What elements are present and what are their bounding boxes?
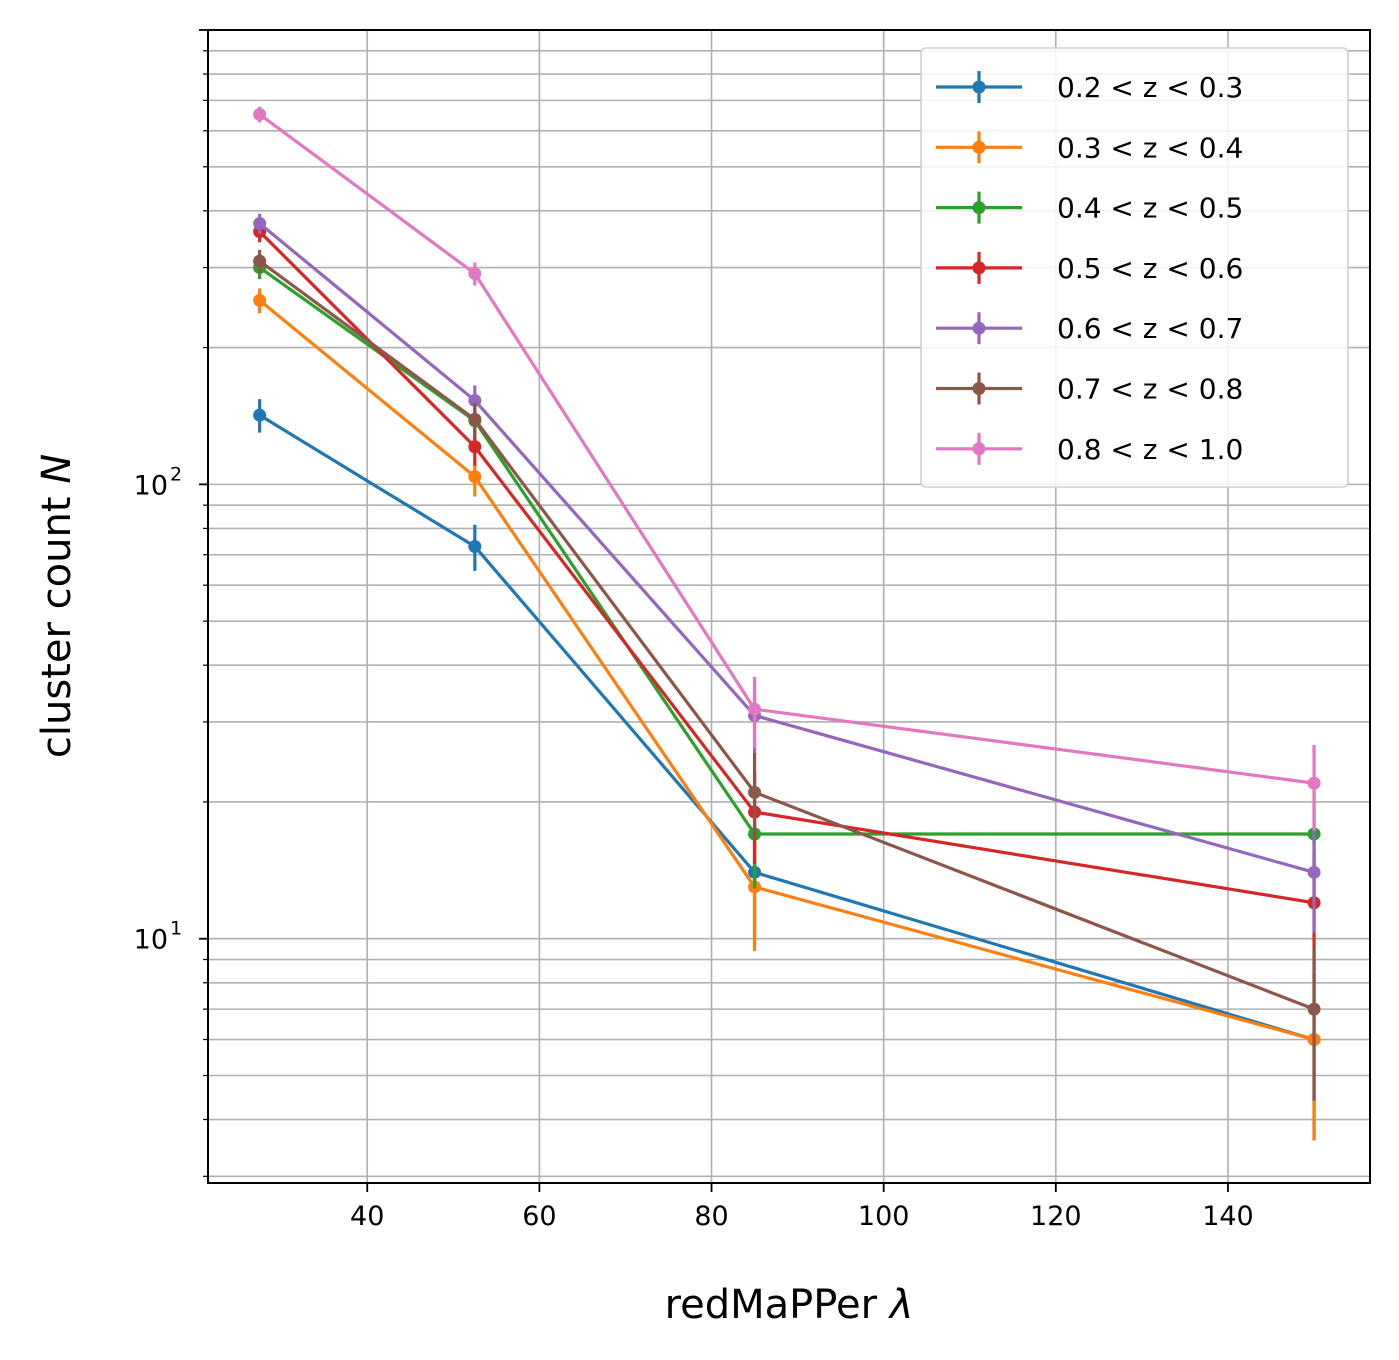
series-group [253,249,1321,1101]
data-point [468,440,482,454]
x-tick-label: 140 [1202,1201,1254,1232]
series-line [258,259,1315,1011]
legend-item: 0.5 < z < 0.6 [936,251,1243,285]
y-axis-label: cluster count N [34,454,80,758]
legend-marker [972,140,986,154]
data-point [468,412,482,426]
legend-marker [972,442,986,456]
legend-item: 0.8 < z < 1.0 [936,432,1243,466]
legend-marker [972,80,986,94]
legend-marker [972,201,986,215]
legend-marker [972,382,986,395]
y-tick-label: 10 [134,925,168,956]
legend-item: 0.7 < z < 0.8 [936,372,1243,406]
data-point [748,702,762,716]
data-point [253,254,267,268]
data-point [1307,865,1321,879]
data-point [468,539,482,553]
legend-item: 0.2 < z < 0.3 [936,71,1243,104]
y-tick-label: 10 [134,470,168,501]
legend-label: 0.3 < z < 0.4 [1057,131,1243,164]
legend-item: 0.4 < z < 0.5 [936,191,1243,225]
legend-box [920,47,1349,488]
legend-marker [972,321,986,335]
data-point [253,107,267,121]
legend-label: 0.2 < z < 0.3 [1057,71,1243,104]
data-point [748,785,762,799]
legend-label: 0.8 < z < 1.0 [1057,433,1243,466]
data-point [1307,1002,1321,1016]
data-point [253,408,267,422]
series-line [258,413,1315,1042]
legend-label: 0.7 < z < 0.8 [1057,373,1243,406]
legend-label: 0.4 < z < 0.5 [1057,192,1243,225]
legend-item: 0.6 < z < 0.7 [936,312,1243,345]
legend-item: 0.3 < z < 0.4 [936,131,1243,164]
x-axis-label: redMaPPer λ [665,1282,914,1328]
data-point [468,470,482,484]
plot-series [253,106,1321,1141]
y-tick-label-base: 10 [134,925,168,956]
y-tick-label-exponent: 2 [170,463,182,485]
x-tick-label: 100 [858,1201,910,1232]
plot-frame [207,29,1371,1184]
series-group [253,106,1321,831]
data-point [253,293,267,307]
legend: 0.2 < z < 0.3 0.3 < z < 0.4 0.4 < z < 0.5 0… [920,47,1349,488]
series-line [258,222,1315,874]
data-point [468,267,482,281]
legend-label: 0.6 < z < 0.7 [1057,312,1243,345]
series-line [258,113,1315,785]
series-line [258,299,1315,1042]
data-point [1307,776,1321,790]
data-point [253,217,267,231]
legend-marker [972,261,986,275]
y-tick-label-exponent: 1 [170,918,182,940]
y-tick-label-base: 10 [134,470,168,501]
x-tick-label: 60 [522,1201,556,1232]
x-tick-label: 80 [694,1201,728,1232]
x-tick-label: 40 [350,1201,384,1232]
legend-label: 0.5 < z < 0.6 [1057,252,1243,285]
data-point [468,393,482,407]
x-tick-label: 120 [1030,1201,1082,1232]
